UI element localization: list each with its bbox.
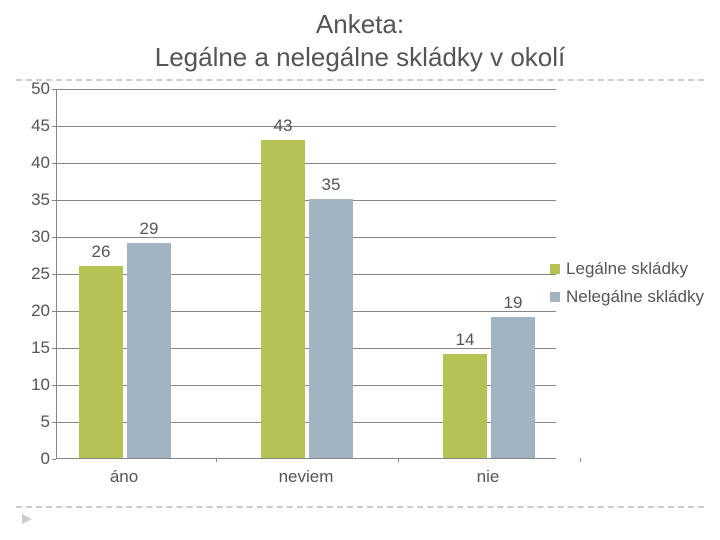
x-tick-mark [580,458,581,462]
y-tick-mark [52,311,56,312]
gridline [57,200,556,201]
slide: Anketa: Legálne a nelegálne skládky v ok… [0,0,720,540]
x-category-label: nie [477,467,500,487]
x-tick-mark [216,458,217,462]
gridline [57,126,556,127]
legend-item: Legálne skládky [550,259,704,279]
bar [261,140,305,458]
bar [491,317,535,458]
bar-value-label: 14 [456,330,475,350]
bar [127,243,171,458]
x-category-label: áno [110,467,138,487]
y-tick-mark [52,274,56,275]
y-tick-label: 20 [16,301,50,321]
y-tick-label: 35 [16,190,50,210]
y-tick-label: 25 [16,264,50,284]
plot-area: 26 29 43 35 14 19 [56,89,556,459]
title-line-2: Legálne a nelegálne skládky v okolí [16,41,704,74]
slide-marker-icon [20,512,34,526]
legend-label: Nelegálne skládky [566,287,704,307]
y-tick-label: 40 [16,153,50,173]
y-tick-mark [52,422,56,423]
y-tick-mark [52,348,56,349]
y-tick-label: 0 [16,449,50,469]
legend-label: Legálne skládky [566,259,688,279]
y-tick-label: 50 [16,79,50,99]
bar-chart: 262943351419 05101520253035404550ánonevi… [16,89,534,489]
y-tick-label: 30 [16,227,50,247]
y-tick-mark [52,237,56,238]
bar-value-label: 29 [140,219,159,239]
legend-item: Nelegálne skládky [550,287,704,307]
bar-value-label: 26 [92,242,111,262]
y-tick-mark [52,200,56,201]
legend: Legálne skládky Nelegálne skládky [550,259,704,315]
gridline [57,163,556,164]
y-tick-label: 10 [16,375,50,395]
bar-value-label: 35 [322,175,341,195]
chart-area: 262943351419 05101520253035404550ánonevi… [16,89,704,489]
y-tick-mark [52,163,56,164]
y-tick-label: 5 [16,412,50,432]
bar-value-label: 43 [274,116,293,136]
gridline [57,237,556,238]
divider-bottom [16,506,704,508]
gridline [57,89,556,90]
bar [309,199,353,458]
y-tick-mark [52,89,56,90]
x-category-label: neviem [279,467,334,487]
title-line-1: Anketa: [16,8,704,41]
bar [79,266,123,458]
bar [443,354,487,458]
divider-top [16,79,704,81]
y-tick-mark [52,459,56,460]
y-tick-label: 15 [16,338,50,358]
y-tick-mark [52,126,56,127]
chart-title: Anketa: Legálne a nelegálne skládky v ok… [16,8,704,73]
x-tick-mark [398,458,399,462]
bar-value-label: 19 [504,293,523,313]
y-tick-label: 45 [16,116,50,136]
y-tick-mark [52,385,56,386]
